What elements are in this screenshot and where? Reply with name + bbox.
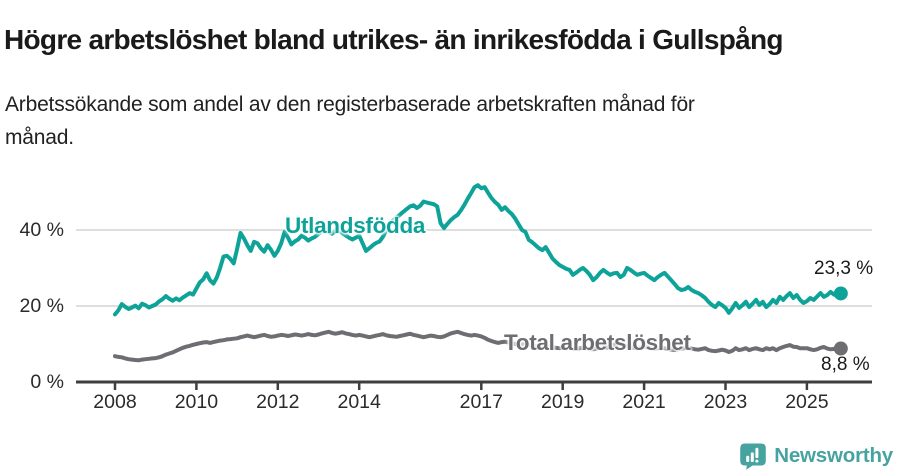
series-label-utlandsfodda: Utlandsfödda: [285, 213, 426, 238]
y-tick-label-40: 40 %: [19, 219, 64, 241]
x-tick-label-2008: 2008: [93, 391, 137, 413]
x-tick-label-2023: 2023: [703, 391, 748, 413]
newsworthy-brand-text: Newsworthy: [774, 444, 893, 467]
x-tick-label-2019: 2019: [540, 391, 585, 413]
y-tick-label-20: 20 %: [19, 295, 64, 317]
x-tick-label-2025: 2025: [785, 391, 829, 413]
newsworthy-bubble-barchart-icon: [740, 443, 767, 470]
y-tick-label-0: 0 %: [30, 371, 64, 393]
x-tick-label-2010: 2010: [174, 391, 219, 413]
end-value-label-utlandsfodda: 23,3 %: [814, 258, 874, 279]
page-title: Högre arbetslöshet bland utrikes- än inr…: [4, 23, 783, 55]
x-tick-label-2017: 2017: [459, 391, 503, 413]
newsworthy-logo[interactable]: Newsworthy: [739, 442, 893, 470]
series-end-dot-1: [833, 341, 848, 356]
series-end-dot-0: [833, 286, 848, 301]
page-subtitle: Arbetssökande som andel av den registerb…: [5, 93, 695, 149]
x-tick-label-2014: 2014: [337, 391, 381, 413]
series-label-total-arbetsloshet: Total arbetslöshet: [504, 330, 691, 355]
end-value-label-total: 8,8 %: [821, 354, 870, 375]
series-line-1: [113, 329, 843, 363]
x-tick-label-2012: 2012: [256, 391, 300, 413]
x-tick-label-2021: 2021: [622, 391, 666, 413]
series-line-0: [113, 183, 843, 317]
